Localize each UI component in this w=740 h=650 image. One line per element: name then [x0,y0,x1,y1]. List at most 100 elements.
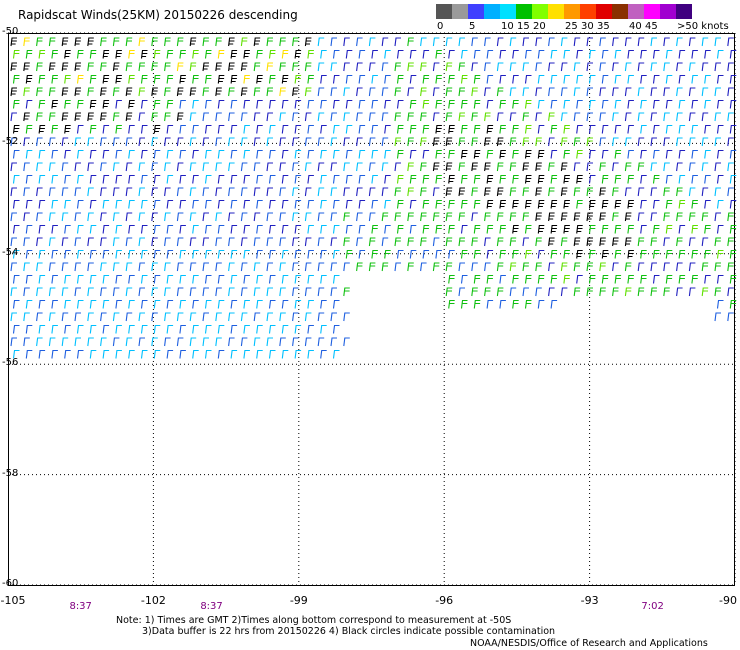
wind-barb [499,199,506,209]
wind-barb [25,349,33,359]
wind-barb [12,49,20,59]
wind-barb [140,74,148,84]
wind-barb [432,62,440,72]
wind-barb [368,237,376,247]
wind-barb [573,87,581,97]
wind-barb [192,74,199,84]
wind-barb [100,237,107,247]
wind-barb [345,124,353,134]
wind-barb [371,49,378,59]
wind-barb [368,262,376,272]
wind-barb [304,212,312,222]
wind-barb [253,312,261,322]
wind-barb [202,87,209,97]
wind-barb [151,337,158,347]
wind-barb [243,49,250,59]
latitude-label: -52 [2,136,19,148]
wind-barb [112,262,120,272]
wind-barb [640,249,647,259]
wind-barb [650,287,657,297]
latitude-label: -56 [2,357,19,369]
wind-barb [701,62,709,72]
wind-barb [76,49,84,59]
wind-barb [243,74,250,84]
wind-barb [691,124,698,134]
wind-barb [394,137,401,147]
wind-barb [292,337,299,347]
wind-barb [138,262,145,272]
wind-barb [343,262,350,272]
wind-barb [458,112,465,122]
wind-barb [36,187,43,197]
wind-barb [228,62,235,72]
wind-barb [522,87,529,97]
wind-barb [727,87,734,97]
wind-barb [345,174,353,184]
wind-barb [422,224,430,234]
wind-barb [140,149,148,159]
longitude-label: -90 [719,594,737,607]
wind-barb [586,287,593,297]
wind-barb [652,249,660,259]
wind-barb [228,237,235,247]
wind-barb [100,87,107,97]
wind-barb [317,37,325,47]
wind-barb [164,62,171,72]
wind-barb [38,249,46,259]
wind-barb [48,337,56,347]
wind-barb [25,49,33,59]
wind-barb [486,174,494,184]
wind-barb [512,224,519,234]
wind-barb [512,49,519,59]
wind-barb [51,249,58,259]
wind-barb [240,237,248,247]
wind-barb [281,124,289,134]
wind-barb [112,87,120,97]
legend-swatch [484,4,500,19]
wind-barb [166,349,174,359]
wind-barb [36,137,43,147]
wind-barb [189,37,197,47]
wind-barb [10,237,17,247]
wind-barb [548,187,555,197]
wind-barb [279,287,286,297]
wind-barb [509,262,517,272]
wind-barb [522,287,529,297]
wind-barb [164,137,171,147]
wind-barb [499,274,506,284]
wind-barb [396,174,404,184]
wind-barb [330,237,337,247]
wind-barb [678,124,686,134]
wind-barb [356,162,363,172]
wind-barb [550,199,558,209]
wind-barb [458,187,465,197]
wind-barb [650,187,657,197]
wind-barb [445,237,453,247]
wind-barb [640,99,647,109]
wind-barb [87,237,94,247]
wind-barb [89,74,97,84]
wind-barb [381,187,389,197]
wind-barb [665,199,673,209]
wind-barb [138,337,145,347]
wind-barb [204,249,212,259]
wind-barb [74,137,81,147]
wind-barb [396,124,404,134]
wind-barb [714,287,721,297]
wind-barb [202,212,209,222]
wind-barb [614,274,622,284]
wind-barb [279,237,286,247]
wind-barb [292,62,299,72]
wind-barb [612,162,619,172]
wind-barb [74,337,81,347]
wind-barb [36,337,43,347]
wind-barb [560,187,568,197]
wind-barb [292,162,299,172]
wind-barb [317,162,325,172]
wind-barb [243,224,250,234]
wind-barb [471,237,478,247]
wind-barb [473,299,481,309]
wind-barb [292,137,299,147]
wind-barb [576,224,583,234]
wind-barb [279,212,286,222]
